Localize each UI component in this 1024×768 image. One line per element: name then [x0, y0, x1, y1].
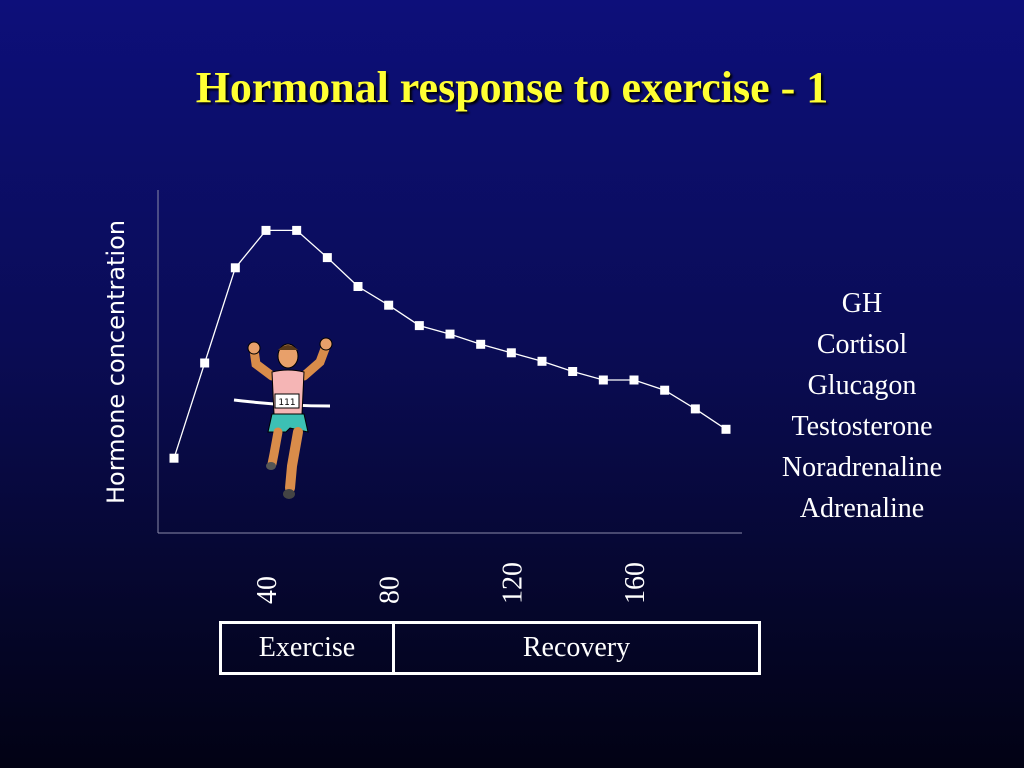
svg-text:111: 111 — [278, 398, 295, 408]
x-tick-label-80: 80 — [375, 576, 406, 604]
data-point-15 — [598, 375, 608, 385]
data-point-6 — [322, 253, 332, 263]
hormone-adrenaline: Adrenaline — [799, 493, 925, 524]
phase-bar: Exercise Recovery — [219, 621, 761, 675]
x-tick-label-40: 40 — [252, 576, 283, 604]
hormone-gh: GH — [841, 288, 883, 319]
hormone-cortisol: Cortisol — [816, 329, 908, 360]
data-point-7 — [353, 282, 363, 291]
y-axis-label: Hormone concentration — [102, 220, 130, 504]
data-point-16 — [629, 375, 639, 385]
data-point-11 — [476, 339, 486, 349]
data-point-10 — [445, 329, 455, 339]
data-point-13 — [537, 356, 547, 366]
data-point-4 — [261, 225, 271, 235]
data-point-3 — [230, 263, 240, 273]
data-point-9 — [414, 321, 424, 331]
hormone-testosterone: Testosterone — [791, 411, 933, 442]
slide-title: Hormonal response to exercise - 1 — [195, 63, 829, 112]
hormone-noradrenaline: Noradrenaline — [781, 452, 943, 483]
data-point-19 — [721, 424, 731, 434]
phase-exercise: Exercise — [222, 624, 395, 672]
chart-axes — [157, 190, 742, 534]
data-point-2 — [200, 358, 210, 368]
hormone-list: GH Cortisol Glucagon Testosterone Noradr… — [740, 283, 984, 529]
data-point-18 — [690, 404, 700, 414]
data-point-14 — [568, 367, 578, 376]
x-tick-label-120: 120 — [497, 562, 528, 604]
phase-recovery: Recovery — [522, 632, 631, 663]
data-point-1 — [169, 453, 179, 463]
series-hormone-concentration — [169, 225, 731, 463]
x-tick-labels: 40 80 120 160 — [252, 562, 651, 604]
runner-icon: 111 — [233, 337, 333, 499]
data-point-12 — [506, 348, 516, 358]
data-point-17 — [660, 385, 670, 395]
hormone-glucagon: Glucagon — [807, 370, 917, 401]
x-tick-label-160: 160 — [620, 562, 651, 604]
data-point-8 — [384, 300, 394, 310]
data-point-5 — [292, 225, 302, 235]
